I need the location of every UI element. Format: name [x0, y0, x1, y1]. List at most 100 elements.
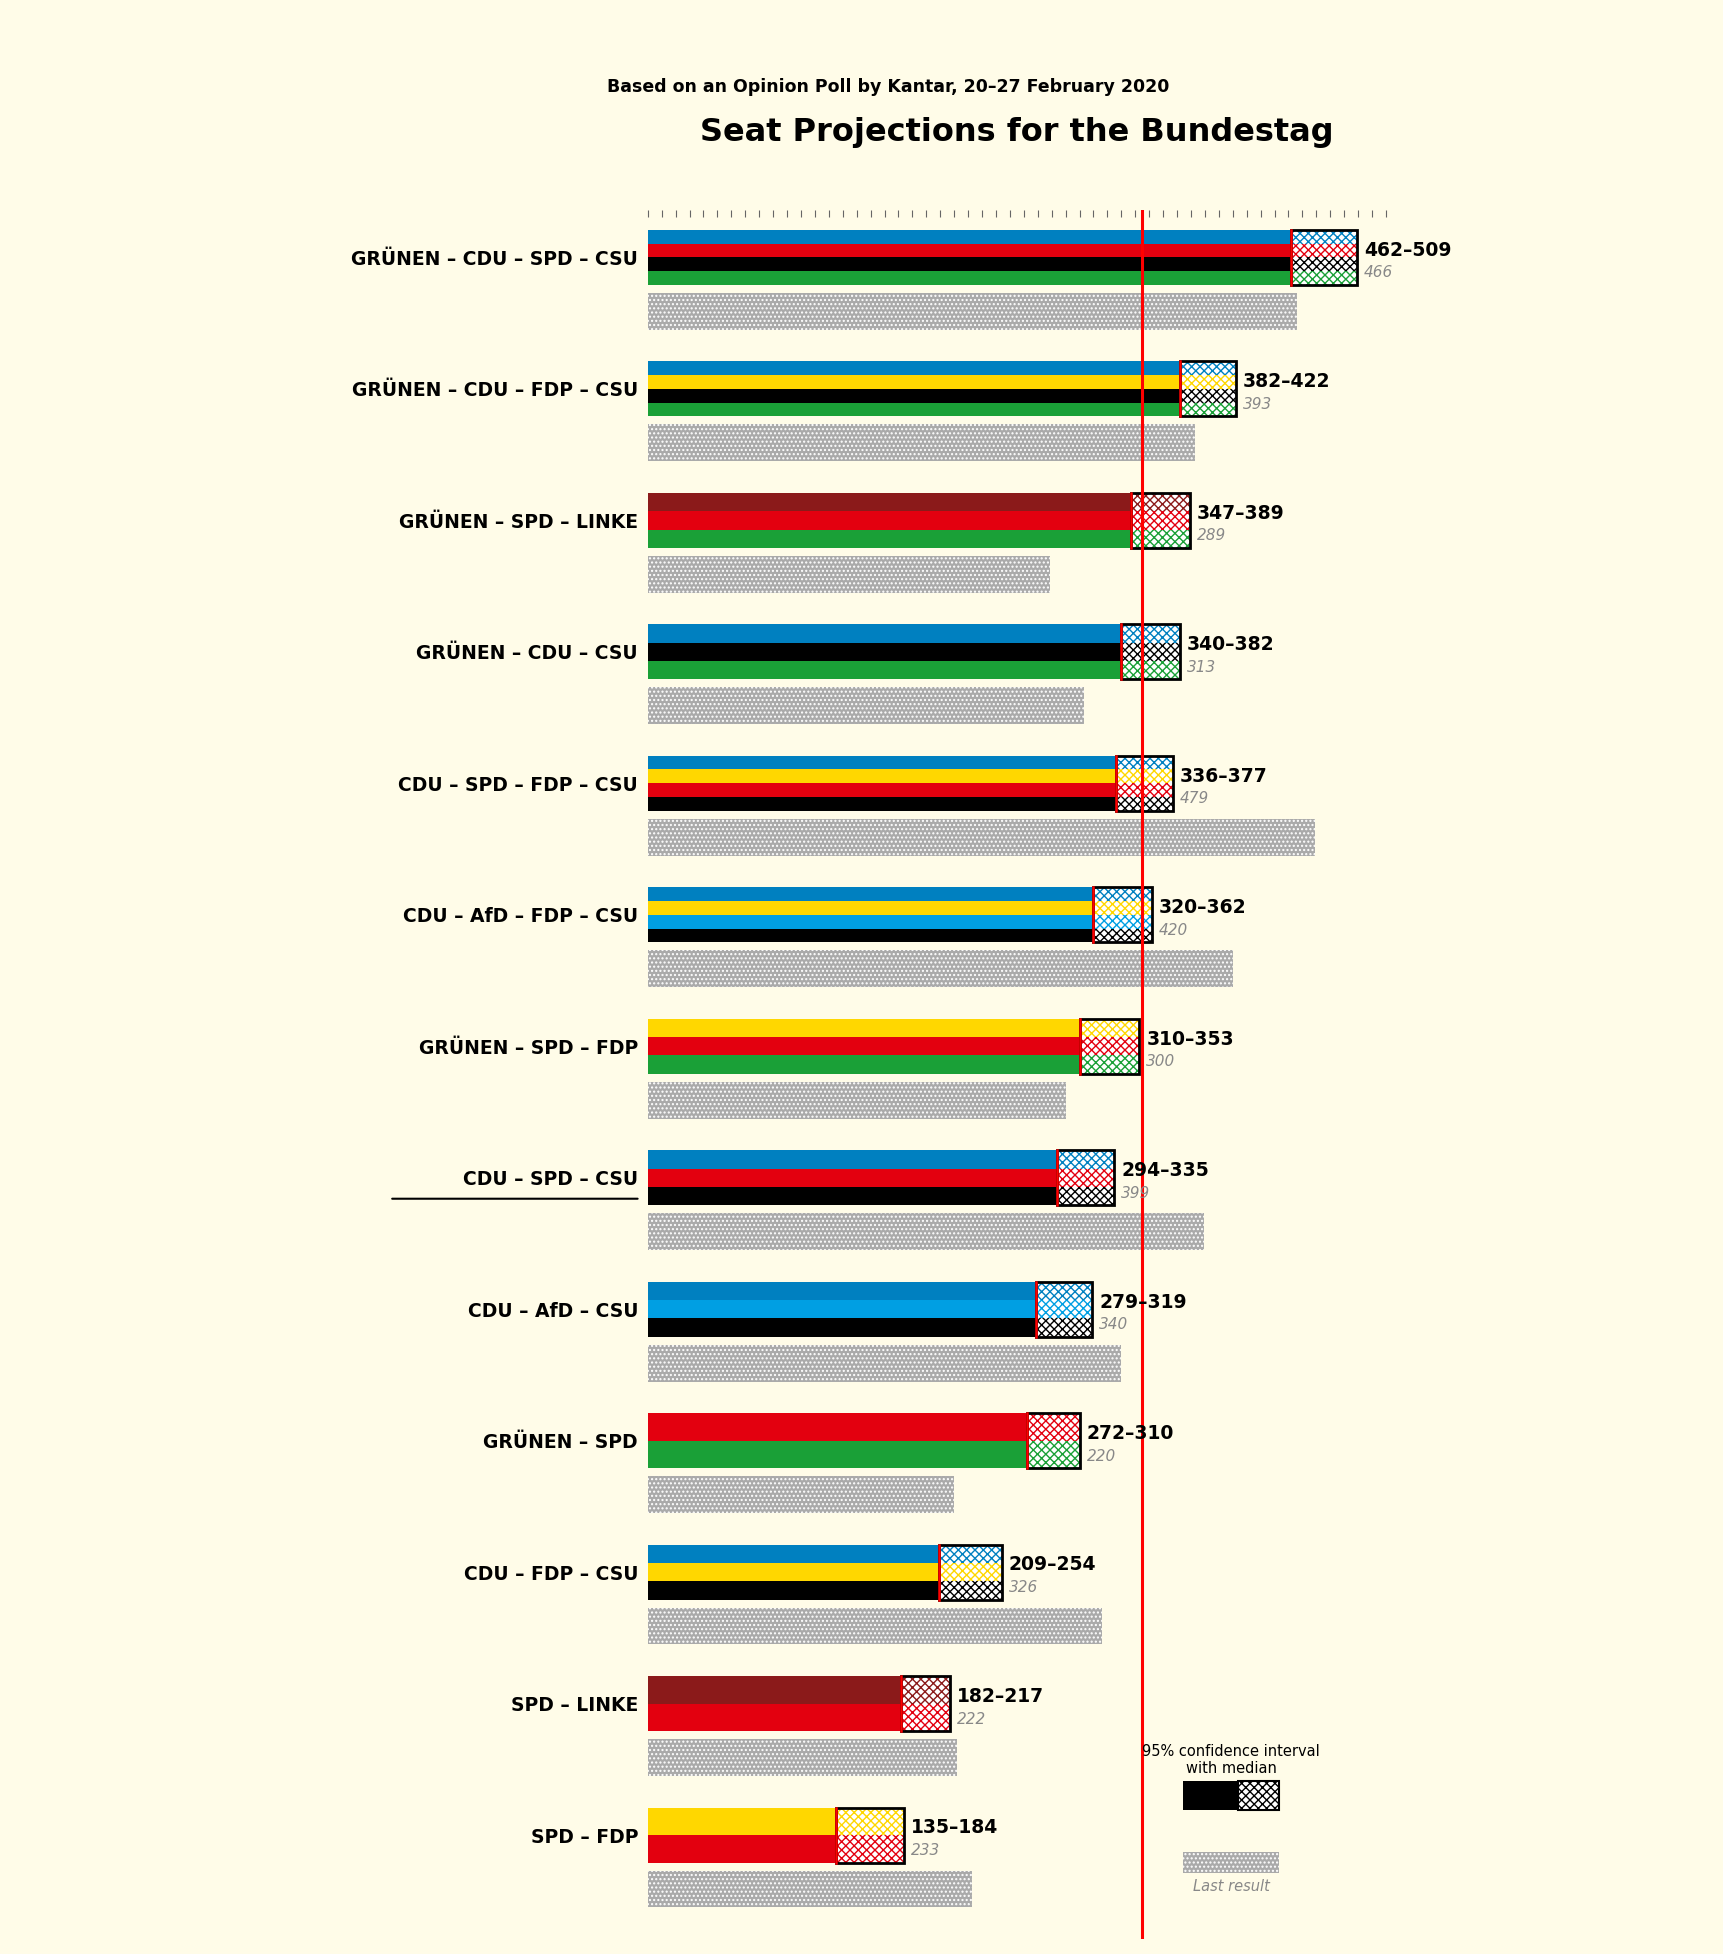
Bar	[1120, 623, 1179, 680]
Bar	[648, 293, 1296, 330]
Bar	[1291, 231, 1356, 244]
Bar	[648, 1563, 939, 1581]
Bar	[1079, 1055, 1139, 1075]
Bar	[648, 403, 1179, 416]
Bar	[648, 1319, 1036, 1337]
Text: 420: 420	[1158, 922, 1187, 938]
Bar	[648, 1168, 1056, 1186]
Bar	[648, 375, 1179, 389]
Bar	[648, 1151, 1056, 1168]
Bar	[1179, 389, 1235, 403]
Text: 279–319: 279–319	[1099, 1292, 1185, 1311]
Bar	[648, 756, 1115, 770]
Bar	[648, 555, 1049, 592]
Bar	[1025, 1413, 1079, 1440]
Bar	[1025, 1413, 1079, 1467]
Text: 382–422: 382–422	[1242, 371, 1328, 391]
Bar	[648, 1704, 901, 1731]
Bar	[1092, 928, 1151, 942]
Bar	[648, 1739, 956, 1776]
Bar	[1092, 887, 1151, 901]
Bar	[939, 1544, 1001, 1563]
Bar	[1079, 1018, 1139, 1075]
Text: 294–335: 294–335	[1120, 1161, 1208, 1180]
Bar	[1036, 1299, 1091, 1319]
Text: 479: 479	[1179, 791, 1208, 807]
Bar	[648, 1440, 1025, 1467]
Bar	[1056, 1151, 1113, 1168]
Bar	[648, 244, 1291, 258]
Bar	[648, 1083, 1065, 1118]
Bar	[1056, 1186, 1113, 1206]
Bar	[648, 1038, 1079, 1055]
Bar	[648, 231, 1291, 244]
Bar	[1079, 1038, 1139, 1055]
Bar	[1179, 375, 1235, 389]
Bar	[1036, 1282, 1091, 1337]
Bar	[648, 272, 1291, 285]
Bar	[1237, 1782, 1278, 1809]
Bar	[648, 1344, 1120, 1381]
Bar	[901, 1677, 949, 1731]
Text: 313: 313	[1185, 660, 1215, 674]
Bar	[1291, 272, 1356, 285]
Bar	[1291, 231, 1356, 285]
Bar	[648, 1344, 1120, 1381]
Bar	[648, 1475, 953, 1512]
Text: Based on an Opinion Poll by Kantar, 20–27 February 2020: Based on an Opinion Poll by Kantar, 20–2…	[606, 78, 1168, 96]
Bar	[1115, 784, 1172, 797]
Text: 340–382: 340–382	[1185, 635, 1273, 655]
Bar	[648, 950, 1232, 987]
Text: 209–254: 209–254	[1008, 1555, 1096, 1575]
Bar	[648, 770, 1115, 784]
Bar	[648, 784, 1115, 797]
Bar	[648, 688, 1084, 725]
Bar	[1025, 1440, 1079, 1467]
Bar	[648, 901, 1092, 914]
Bar	[1130, 492, 1189, 547]
Bar	[1291, 258, 1356, 272]
Bar	[648, 950, 1232, 987]
Bar	[648, 623, 1120, 643]
Text: 336–377: 336–377	[1179, 766, 1266, 786]
Text: 289: 289	[1196, 528, 1225, 543]
Bar	[1092, 887, 1151, 942]
Bar	[939, 1581, 1001, 1600]
Bar	[1115, 797, 1172, 811]
Bar	[648, 1807, 836, 1835]
Bar	[1120, 623, 1179, 643]
Bar	[648, 1018, 1079, 1038]
Bar	[1130, 530, 1189, 547]
Bar	[648, 643, 1120, 660]
Text: 233: 233	[910, 1843, 939, 1858]
Bar	[1130, 492, 1189, 512]
Text: 182–217: 182–217	[956, 1686, 1044, 1706]
Bar	[1179, 361, 1235, 375]
Bar	[648, 424, 1194, 461]
Bar	[648, 389, 1179, 403]
Bar	[648, 928, 1092, 942]
Bar	[1092, 914, 1151, 928]
Text: 399: 399	[1120, 1186, 1149, 1200]
Bar	[648, 1282, 1036, 1299]
Bar	[939, 1544, 1001, 1600]
Bar	[648, 258, 1291, 272]
Bar	[648, 797, 1115, 811]
Bar	[648, 492, 1130, 512]
Bar	[1036, 1319, 1091, 1337]
Bar	[648, 819, 1315, 856]
Bar	[648, 914, 1092, 928]
Text: 320–362: 320–362	[1158, 899, 1246, 916]
Bar	[1182, 1852, 1278, 1874]
Bar	[648, 512, 1130, 530]
Bar	[648, 819, 1315, 856]
Bar	[648, 1870, 972, 1907]
Bar	[1120, 643, 1179, 660]
Bar	[1182, 1782, 1237, 1809]
Bar	[1056, 1151, 1113, 1206]
Bar	[1036, 1282, 1091, 1299]
Bar	[836, 1835, 903, 1862]
Text: 462–509: 462–509	[1363, 240, 1451, 260]
Bar	[648, 361, 1179, 375]
Bar	[648, 555, 1049, 592]
